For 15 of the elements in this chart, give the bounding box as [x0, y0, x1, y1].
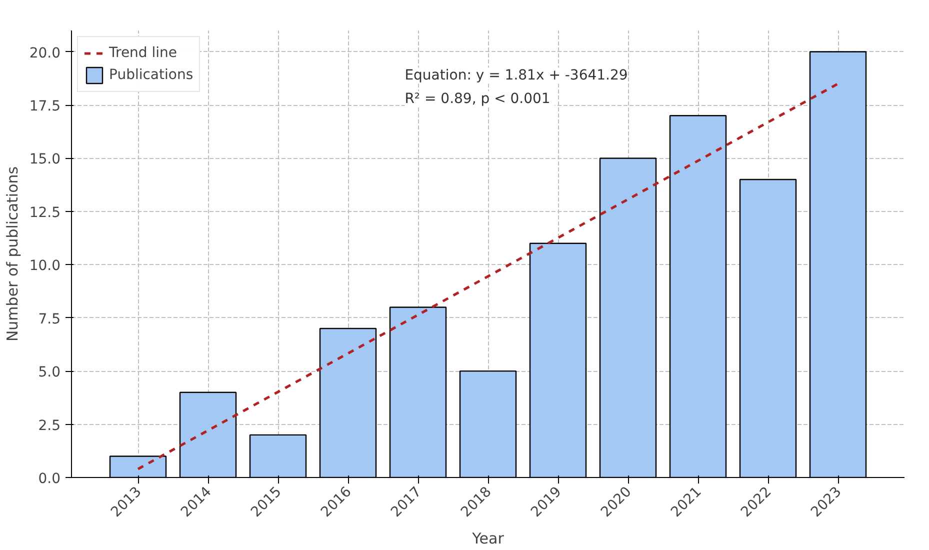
y-tick-label: 17.5 — [29, 98, 60, 114]
y-tick-label: 20.0 — [29, 45, 60, 62]
y-tick-label: 10.0 — [29, 258, 60, 274]
y-tick-label: 2.5 — [38, 418, 60, 434]
x-axis-title: Year — [471, 529, 505, 548]
y-tick-label: 0.0 — [38, 471, 60, 487]
y-tick-label: 5.0 — [38, 364, 60, 381]
legend-label: Publications — [109, 67, 194, 83]
y-axis-title: Number of publications — [3, 166, 22, 342]
y-tick-label: 15.0 — [29, 152, 60, 168]
annotation: Equation: y = 1.81x + -3641.29 — [404, 68, 628, 84]
y-tick-label: 7.5 — [38, 311, 60, 328]
y-tick-label: 12.5 — [29, 204, 60, 221]
annotation: R² = 0.89, p < 0.001 — [404, 91, 550, 108]
legend-label: Trend line — [109, 45, 178, 61]
